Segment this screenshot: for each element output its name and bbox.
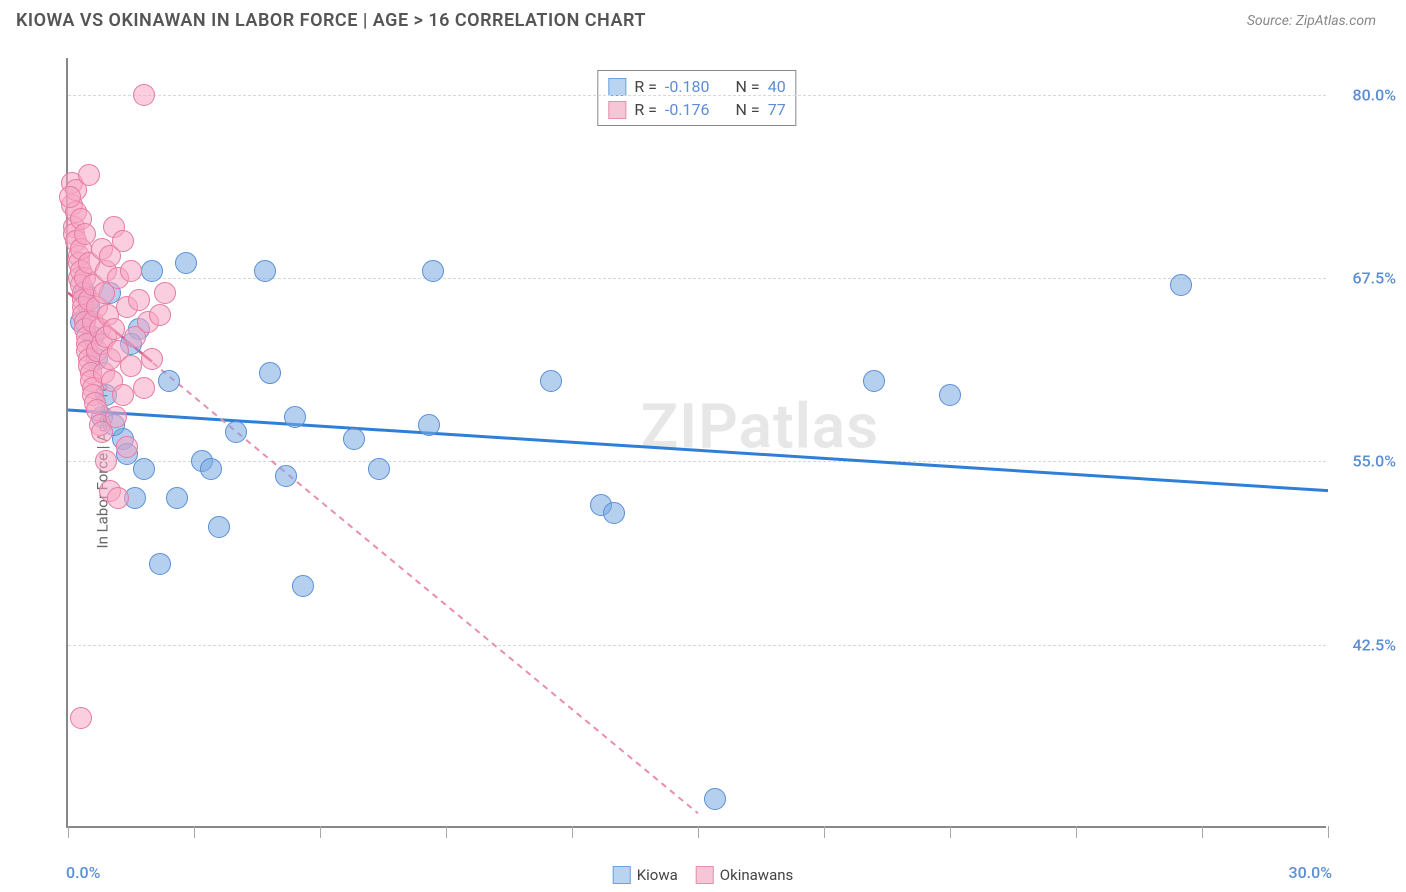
data-point [418,414,440,436]
legend-item: Okinawans [696,866,793,884]
x-tick [68,826,69,838]
watermark: ZIPatlas [641,390,879,463]
data-point [133,458,155,480]
data-point [603,502,625,524]
data-point [200,458,222,480]
plot-area: ZIPatlas R =-0.180N =40R =-0.176N =77 42… [66,58,1326,828]
data-point [208,516,230,538]
data-point [704,788,726,810]
data-point [254,260,276,282]
data-point [166,487,188,509]
x-tick [194,826,195,838]
gridline-h [68,461,1326,462]
stat-r-label: R = [634,100,657,119]
chart-legend: Kiowa Okinawans [613,866,794,884]
data-point [158,370,180,392]
data-point [133,377,155,399]
data-point [59,186,81,208]
legend-item: Kiowa [613,866,678,884]
data-point [112,384,134,406]
data-point [154,282,176,304]
data-point [368,458,390,480]
data-point [116,436,138,458]
data-point [939,384,961,406]
data-point [863,370,885,392]
x-axis-min-label: 0.0% [66,863,100,882]
data-point [540,370,562,392]
data-point [120,355,142,377]
data-point [275,465,297,487]
x-tick [446,826,447,838]
y-tick-label: 67.5% [1336,269,1396,288]
stat-r-label: R = [634,77,657,96]
correlation-stats-box: R = -0.180 N = 40 R = -0.176 N = 77 [597,70,796,126]
gridline-h [68,95,1326,96]
data-point [1170,274,1192,296]
data-point [103,318,125,340]
data-point [284,406,306,428]
trend-lines [68,58,1328,828]
data-point [149,304,171,326]
y-tick-label: 42.5% [1336,635,1396,654]
legend-label: Kiowa [637,866,678,884]
data-point [149,553,171,575]
stat-n-label: N = [736,100,760,119]
data-point [343,428,365,450]
x-tick [1076,826,1077,838]
x-tick [320,826,321,838]
legend-swatch [608,78,626,96]
gridline-h [68,645,1326,646]
x-axis-max-label: 30.0% [1288,863,1332,882]
stat-r-value: -0.180 [665,77,710,96]
data-point [141,348,163,370]
data-point [259,362,281,384]
stat-n-value: 40 [768,77,786,96]
legend-swatch [696,866,714,884]
stat-n-value: 77 [768,100,786,119]
data-point [120,260,142,282]
x-tick [1328,826,1329,838]
x-tick [698,826,699,838]
stat-r-value: -0.176 [665,100,710,119]
data-point [225,421,247,443]
x-tick [572,826,573,838]
y-tick-label: 55.0% [1336,452,1396,471]
correlation-chart: In Labor Force | Age > 16 ZIPatlas R =-0… [16,46,1390,886]
data-point [422,260,444,282]
legend-swatch [613,866,631,884]
x-tick [824,826,825,838]
source-label: Source: ZipAtlas.com [1247,13,1376,29]
stats-row: R = -0.176 N = 77 [608,98,785,121]
data-point [112,230,134,252]
data-point [141,260,163,282]
legend-swatch [608,101,626,119]
data-point [107,487,129,509]
x-tick [1202,826,1203,838]
legend-label: Okinawans [720,866,793,884]
data-point [175,252,197,274]
y-tick-label: 80.0% [1336,85,1396,104]
data-point [78,164,100,186]
data-point [128,289,150,311]
data-point [133,84,155,106]
x-tick [950,826,951,838]
data-point [70,707,92,729]
stat-n-label: N = [736,77,760,96]
data-point [105,406,127,428]
data-point [292,575,314,597]
chart-title: KIOWA VS OKINAWAN IN LABOR FORCE | AGE >… [16,10,646,31]
data-point [95,450,117,472]
